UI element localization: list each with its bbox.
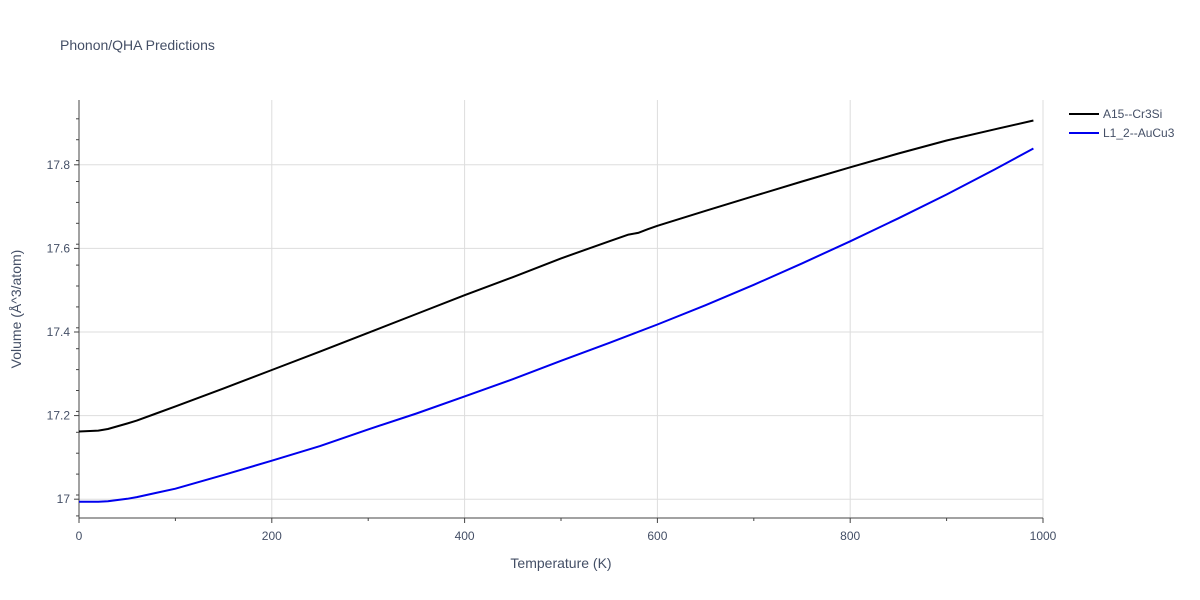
axes: 0 200 400 600 800 1000 17 17.2 17.4 17.6 17.8 xyxy=(47,100,1057,543)
legend-item-2[interactable]: L1_2--AuCu3 xyxy=(1069,126,1175,140)
x-tick-label: 800 xyxy=(840,529,860,543)
y-tick-label: 17.8 xyxy=(47,158,71,172)
y-axis-label: Volume (Å^3/atom) xyxy=(8,250,24,369)
x-tick-label: 200 xyxy=(262,529,282,543)
legend-label: L1_2--AuCu3 xyxy=(1103,126,1175,140)
legend-label: A15--Cr3Si xyxy=(1103,107,1162,121)
legend-item-1[interactable]: A15--Cr3Si xyxy=(1069,107,1162,121)
x-tick-label: 600 xyxy=(647,529,667,543)
legend[interactable]: A15--Cr3Si L1_2--AuCu3 xyxy=(1069,107,1175,140)
y-tick-label: 17.6 xyxy=(47,241,71,255)
series-line-2 xyxy=(79,147,1034,503)
x-tick-label: 400 xyxy=(455,529,475,543)
x-tick-label: 0 xyxy=(76,529,83,543)
y-tick-label: 17 xyxy=(57,492,71,506)
x-axis-label: Temperature (K) xyxy=(510,555,611,571)
y-tick-label: 17.2 xyxy=(47,409,71,423)
chart-title: Phonon/QHA Predictions xyxy=(60,37,215,53)
gridlines xyxy=(79,100,1044,518)
series-lines xyxy=(78,119,1034,503)
series-line-1 xyxy=(78,119,1034,433)
x-tick-label: 1000 xyxy=(1030,529,1057,543)
y-tick-label: 17.4 xyxy=(47,325,71,339)
